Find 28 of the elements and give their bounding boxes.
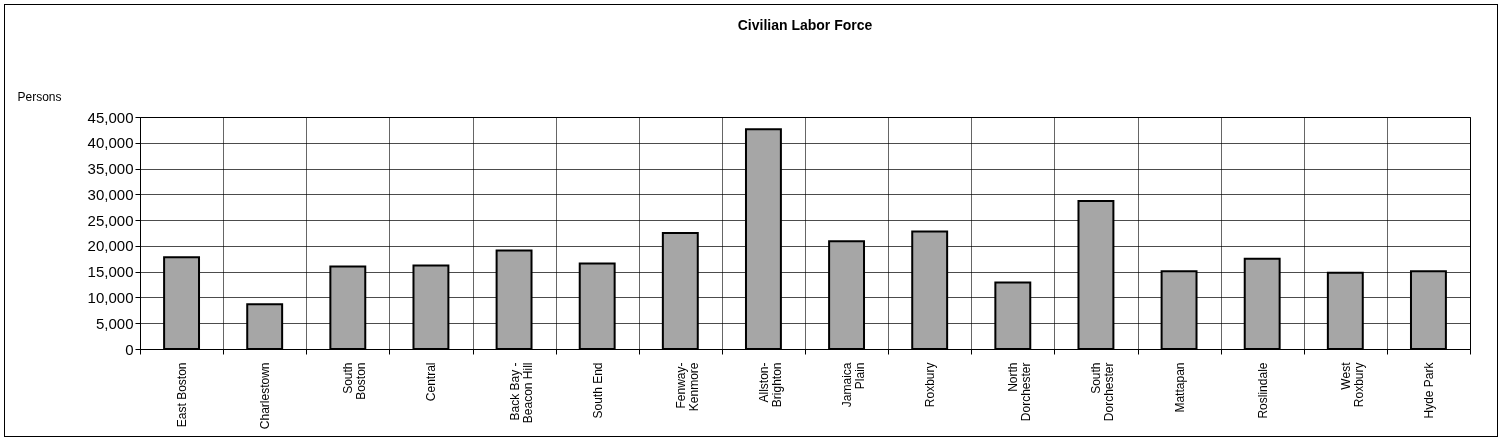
y-tick-label: 40,000	[87, 134, 134, 152]
x-tick-label: Mattapan	[1172, 362, 1187, 413]
y-tick-label: 45,000	[87, 108, 134, 126]
x-tick-label: Central	[424, 362, 439, 402]
x-tick-label: East Boston	[175, 362, 190, 428]
x-tick-label: South End	[590, 362, 605, 419]
y-tick-label: 30,000	[87, 185, 134, 203]
y-tick-label: 15,000	[87, 263, 134, 281]
x-tick-label: Roxbury	[923, 362, 938, 408]
x-tick-label: Fenway- Kenmore	[673, 362, 701, 412]
x-tick-label: Jamaica Plain	[840, 362, 868, 408]
x-tick-label: South Dorchester	[1089, 362, 1117, 422]
y-tick-label: 0	[125, 340, 134, 358]
y-axis-title: Persons	[17, 89, 62, 104]
x-tick-label: Hyde Park	[1421, 361, 1436, 419]
y-tick-label: 5,000	[95, 314, 134, 332]
y-tick-label: 20,000	[87, 237, 134, 255]
y-tick-label: 35,000	[87, 160, 134, 178]
y-tick-label: 10,000	[87, 288, 134, 306]
x-tick-label: North Dorchester	[1006, 362, 1034, 422]
x-tick-label: South Boston	[341, 362, 369, 400]
y-tick-label: 25,000	[87, 211, 134, 229]
x-tick-label: Charlestown	[258, 362, 273, 430]
x-tick-label: West Roxbury	[1338, 361, 1366, 408]
x-tick-label: Back Bay - Beacon Hill	[507, 362, 535, 424]
x-tick-label: Roslindale	[1255, 362, 1270, 419]
chart-title: Civilian Labor Force	[737, 17, 873, 33]
x-tick-label: Allston- Brighton	[756, 362, 784, 408]
